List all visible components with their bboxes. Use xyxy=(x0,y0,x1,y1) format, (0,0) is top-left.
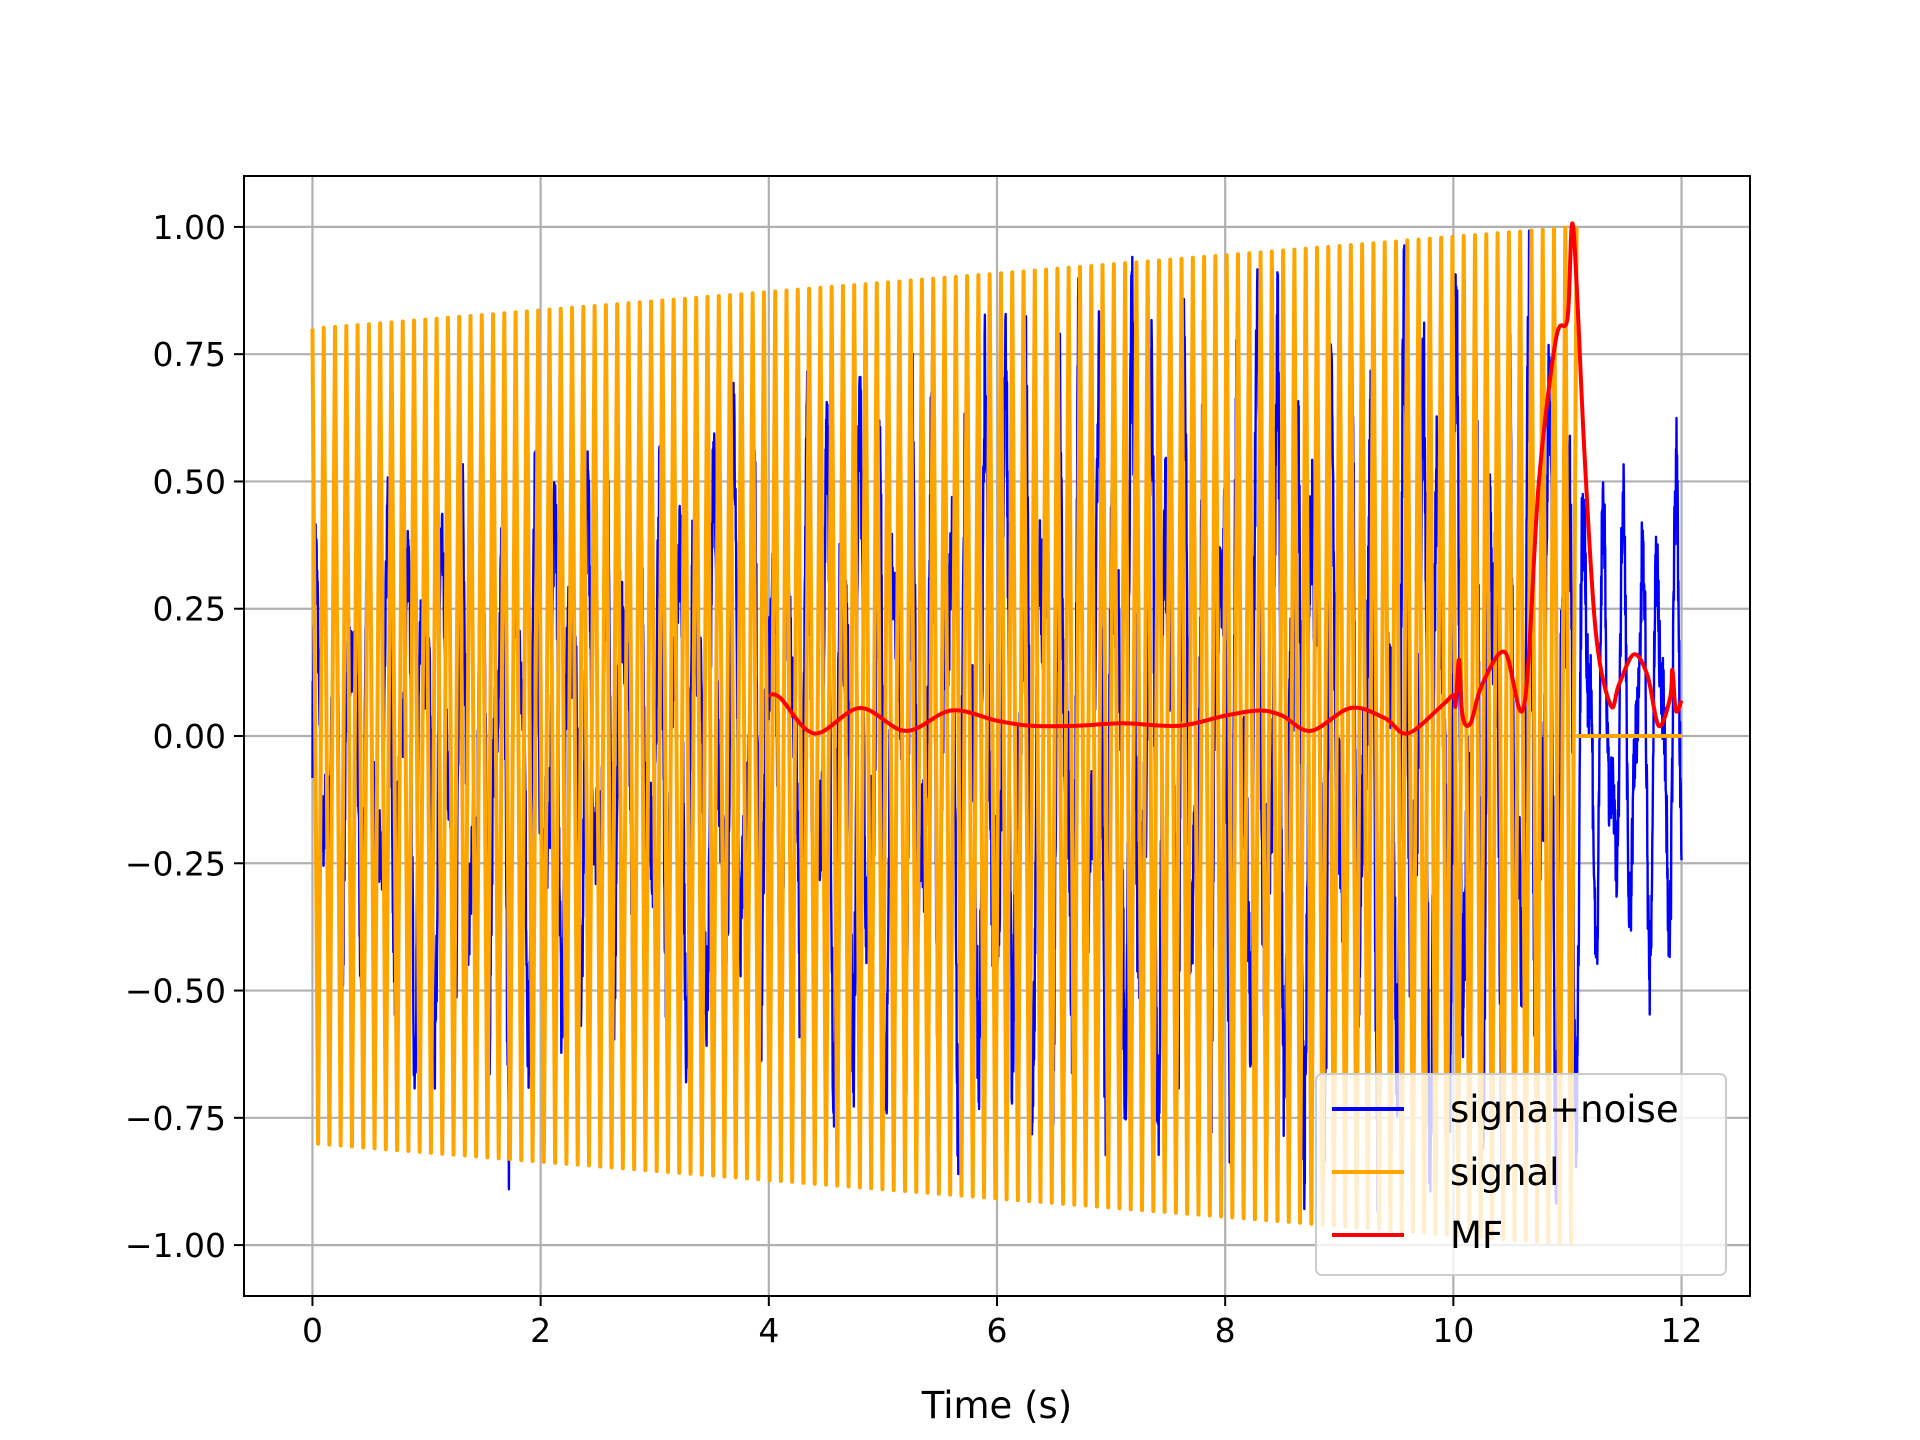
x-tick-label: 10 xyxy=(1432,1311,1474,1350)
x-tick-label: 6 xyxy=(987,1311,1008,1350)
x-tick-label: 8 xyxy=(1215,1311,1236,1350)
legend-label-mf: MF xyxy=(1450,1214,1503,1257)
x-tick-label: 4 xyxy=(758,1311,779,1350)
y-tick-label: 0.75 xyxy=(153,335,226,374)
legend-label-signal: signal xyxy=(1450,1151,1559,1194)
x-tick-label: 0 xyxy=(302,1311,323,1350)
plot-area xyxy=(310,221,1684,1247)
x-axis-label: Time (s) xyxy=(921,1384,1072,1427)
x-tick-label: 2 xyxy=(530,1311,551,1350)
x-tick-label: 12 xyxy=(1661,1311,1703,1350)
legend: signa+noise signal MF xyxy=(1315,1073,1727,1276)
series-line-signal xyxy=(310,225,1579,1247)
legend-label-signal-noise: signa+noise xyxy=(1450,1088,1679,1131)
ticks: 0 2 4 6 8 10 12 1.00 0.75 0.50 0.25 0.00 −0.25 −0.50 −… xyxy=(125,208,1703,1350)
legend-box xyxy=(1315,1073,1727,1276)
series-layer xyxy=(310,221,1684,1247)
y-tick-label: 1.00 xyxy=(153,208,226,247)
y-tick-label: 0.50 xyxy=(153,462,226,501)
y-tick-label: −1.00 xyxy=(125,1226,226,1265)
y-tick-label: 0.25 xyxy=(153,590,226,629)
y-tick-label: 0.00 xyxy=(153,717,226,756)
y-tick-label: −0.25 xyxy=(125,844,226,883)
y-tick-label: −0.50 xyxy=(125,972,226,1011)
y-tick-label: −0.75 xyxy=(125,1099,226,1138)
series-line-mf xyxy=(768,221,1684,736)
